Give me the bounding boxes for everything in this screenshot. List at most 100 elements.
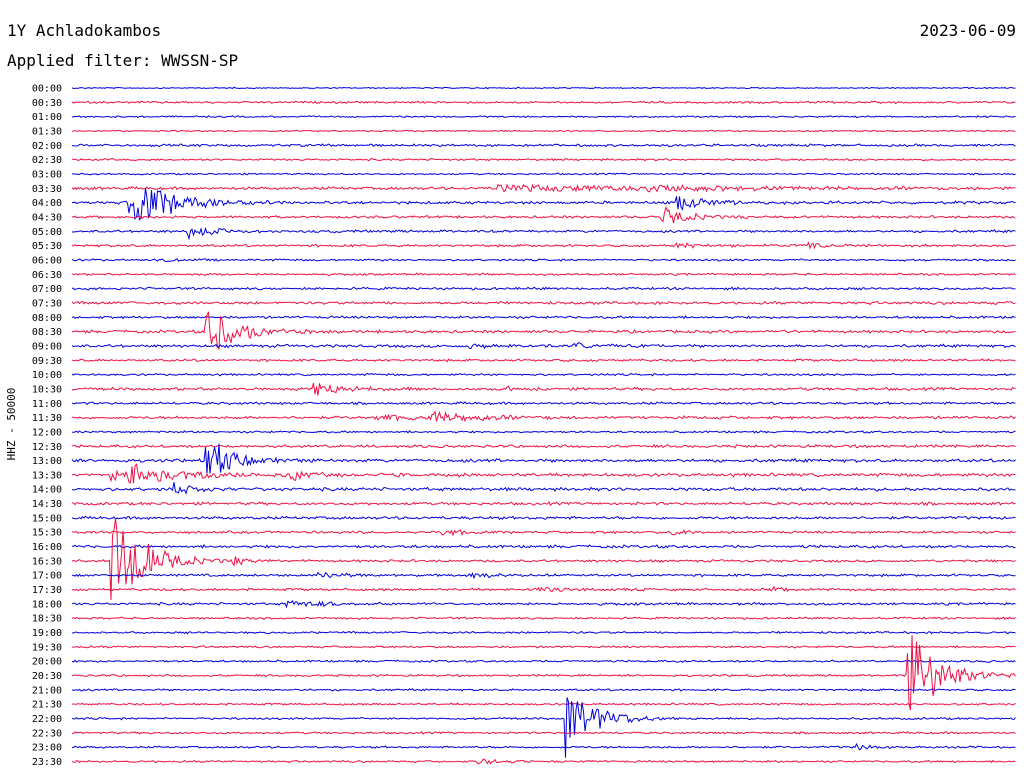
trace-row [71,697,1016,758]
trace-row [71,372,1016,377]
trace-row [71,410,1016,423]
trace-row [71,129,1016,133]
row-time-label: 11:00 [32,399,62,410]
trace-row [71,311,1016,351]
row-time-label: 04:30 [32,213,62,224]
trace-row [71,315,1016,320]
trace-row [71,702,1016,706]
y-axis-label: HHZ - 50000 [5,388,18,461]
row-time-label: 06:00 [32,256,62,267]
row-time-label: 12:30 [32,442,62,453]
trace-row [71,659,1016,663]
trace-row [71,645,1016,649]
trace-row [71,463,1016,484]
row-time-label: 12:00 [32,427,62,438]
trace-row [71,226,1016,241]
trace-row [71,183,1016,193]
row-time-label: 15:00 [32,513,62,524]
trace-row [71,257,1016,263]
trace-row [71,187,1016,221]
row-time-label: 13:30 [32,470,62,481]
trace-row [71,143,1016,148]
trace-row [71,758,1016,765]
row-time-label: 04:00 [32,198,62,209]
trace-row [71,529,1016,537]
row-time-label: 09:30 [32,356,62,367]
trace-row [71,515,1016,521]
row-time-label: 19:00 [32,628,62,639]
row-time-label: 16:00 [32,542,62,553]
row-time-label: 14:00 [32,485,62,496]
trace-row [71,86,1016,90]
row-time-label: 22:00 [32,714,62,725]
row-time-label: 22:30 [32,728,62,739]
row-time-label: 18:30 [32,614,62,625]
row-time-label: 21:30 [32,700,62,711]
row-time-label: 02:30 [32,155,62,166]
trace-row [72,286,1016,291]
trace-row [71,585,1016,593]
trace-row [71,430,1016,434]
trace-row [71,272,1016,277]
row-time-label: 08:30 [32,327,62,338]
trace-row [71,157,1016,162]
trace-row [71,634,1016,711]
trace-row [71,443,1016,474]
trace-row [71,544,1016,549]
station-title: 1Y Achladokambos [7,21,161,40]
row-time-label: 00:30 [32,98,62,109]
trace-row [71,688,1016,692]
row-time-label: 03:30 [32,184,62,195]
trace-row [71,482,1016,495]
row-time-label: 10:30 [32,384,62,395]
trace-row [71,600,1016,609]
row-time-label: 19:30 [32,642,62,653]
trace-row [71,501,1016,507]
row-time-label: 05:30 [32,241,62,252]
date-label: 2023-06-09 [920,21,1016,40]
row-time-label: 16:30 [32,556,62,567]
trace-row [71,630,1016,635]
row-time-label: 20:30 [32,671,62,682]
trace-row [71,742,1016,751]
trace-row [72,115,1016,119]
row-time-label: 13:00 [32,456,62,467]
trace-row [71,731,1016,735]
row-time-label: 17:30 [32,585,62,596]
row-time-label: 06:30 [32,270,62,281]
row-time-label: 09:00 [32,341,62,352]
trace-row [71,100,1016,105]
row-time-label: 23:00 [32,743,62,754]
row-time-label: 21:00 [32,685,62,696]
row-time-label: 07:00 [32,284,62,295]
row-time-label: 14:30 [32,499,62,510]
row-time-label: 18:00 [32,599,62,610]
row-time-label: 02:00 [32,141,62,152]
row-labels: 00:00 00:30 01:00 01:30 02:00 02:30 03:00 03:30… [32,84,62,769]
trace-row [71,172,1016,176]
trace-row [71,518,1016,601]
trace-row [71,205,1016,224]
trace-row [71,382,1016,396]
row-time-label: 10:00 [32,370,62,381]
trace-row [71,342,1016,350]
trace-row [71,300,1016,306]
row-time-label: 05:00 [32,227,62,238]
trace-row [71,571,1016,580]
row-time-label: 01:00 [32,112,62,123]
row-time-label: 20:00 [32,657,62,668]
filter-label: Applied filter: WWSSN-SP [7,51,238,70]
row-time-label: 23:30 [32,757,62,768]
trace-row [71,358,1016,363]
trace-row [71,401,1016,406]
row-time-label: 11:30 [32,413,62,424]
row-time-label: 03:00 [32,170,62,181]
row-time-label: 08:00 [32,313,62,324]
row-time-label: 07:30 [32,298,62,309]
row-time-label: 17:00 [32,571,62,582]
traces [71,86,1016,765]
row-time-label: 15:30 [32,528,62,539]
trace-row [71,616,1016,620]
row-time-label: 01:30 [32,127,62,138]
